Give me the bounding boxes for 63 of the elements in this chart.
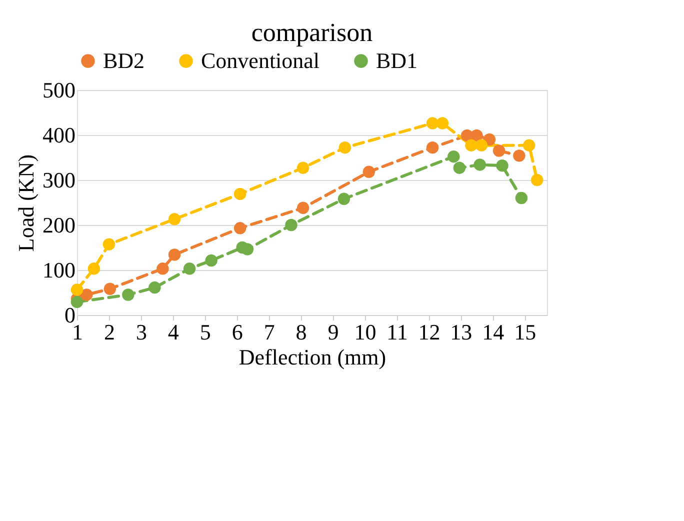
point bbox=[474, 158, 486, 171]
point bbox=[492, 144, 506, 157]
x-tick-label: 3 bbox=[136, 320, 147, 344]
point bbox=[168, 213, 181, 226]
point bbox=[362, 166, 376, 178]
x-tick-label: 7 bbox=[264, 320, 275, 344]
legend-label: BD2 bbox=[103, 48, 145, 73]
point bbox=[122, 288, 134, 301]
point bbox=[475, 139, 488, 152]
x-tick-label: 11 bbox=[386, 320, 408, 344]
point bbox=[436, 117, 449, 130]
point bbox=[70, 296, 84, 308]
point bbox=[448, 150, 460, 163]
point bbox=[168, 248, 181, 261]
point bbox=[530, 174, 544, 186]
point bbox=[296, 162, 310, 174]
point bbox=[483, 133, 496, 146]
point bbox=[338, 141, 352, 154]
y-tick-label: 300 bbox=[42, 168, 76, 192]
x-tick-label: 4 bbox=[168, 320, 179, 344]
x-tick-label: 14 bbox=[482, 320, 504, 344]
point bbox=[234, 222, 246, 234]
point bbox=[338, 192, 350, 206]
chart-title: comparison bbox=[251, 18, 373, 47]
y-tick-label: 200 bbox=[42, 212, 76, 238]
y-tick-label: 500 bbox=[42, 78, 76, 102]
point bbox=[70, 284, 84, 296]
legend-label: BD1 bbox=[376, 48, 418, 73]
point bbox=[522, 139, 536, 152]
point bbox=[156, 262, 169, 275]
point bbox=[496, 159, 508, 172]
point bbox=[285, 218, 298, 232]
point bbox=[205, 254, 218, 267]
point bbox=[426, 141, 439, 154]
x-tick-label: 6 bbox=[232, 320, 243, 344]
point bbox=[183, 262, 196, 275]
x-tick-label: 5 bbox=[200, 320, 211, 344]
point bbox=[513, 150, 526, 162]
x-tick-label: 13 bbox=[450, 320, 472, 344]
point bbox=[80, 288, 93, 301]
point bbox=[426, 117, 439, 130]
x-tick-label: 8 bbox=[296, 320, 307, 344]
point bbox=[453, 162, 466, 174]
point bbox=[148, 281, 161, 294]
point bbox=[470, 129, 483, 142]
x-tick-label: 10 bbox=[354, 320, 376, 344]
point bbox=[296, 202, 310, 214]
point bbox=[88, 262, 100, 275]
x-tick-label: 2 bbox=[104, 320, 115, 344]
x-tick-label: 9 bbox=[328, 320, 339, 344]
legend-label: Conventional bbox=[201, 48, 320, 73]
y-tick-label: 400 bbox=[42, 122, 76, 148]
y-tick-label: 0 bbox=[64, 302, 76, 328]
point bbox=[465, 139, 478, 152]
x-tick-label: 12 bbox=[418, 320, 440, 344]
y-tick-label: 100 bbox=[42, 258, 76, 282]
point bbox=[102, 238, 116, 250]
point bbox=[234, 188, 246, 200]
y-axis-title: Load (KN) bbox=[14, 154, 38, 252]
x-axis-title: Deflection (mm) bbox=[238, 344, 386, 370]
x-tick-label: 15 bbox=[514, 320, 536, 344]
point bbox=[104, 282, 116, 296]
point bbox=[515, 192, 528, 204]
